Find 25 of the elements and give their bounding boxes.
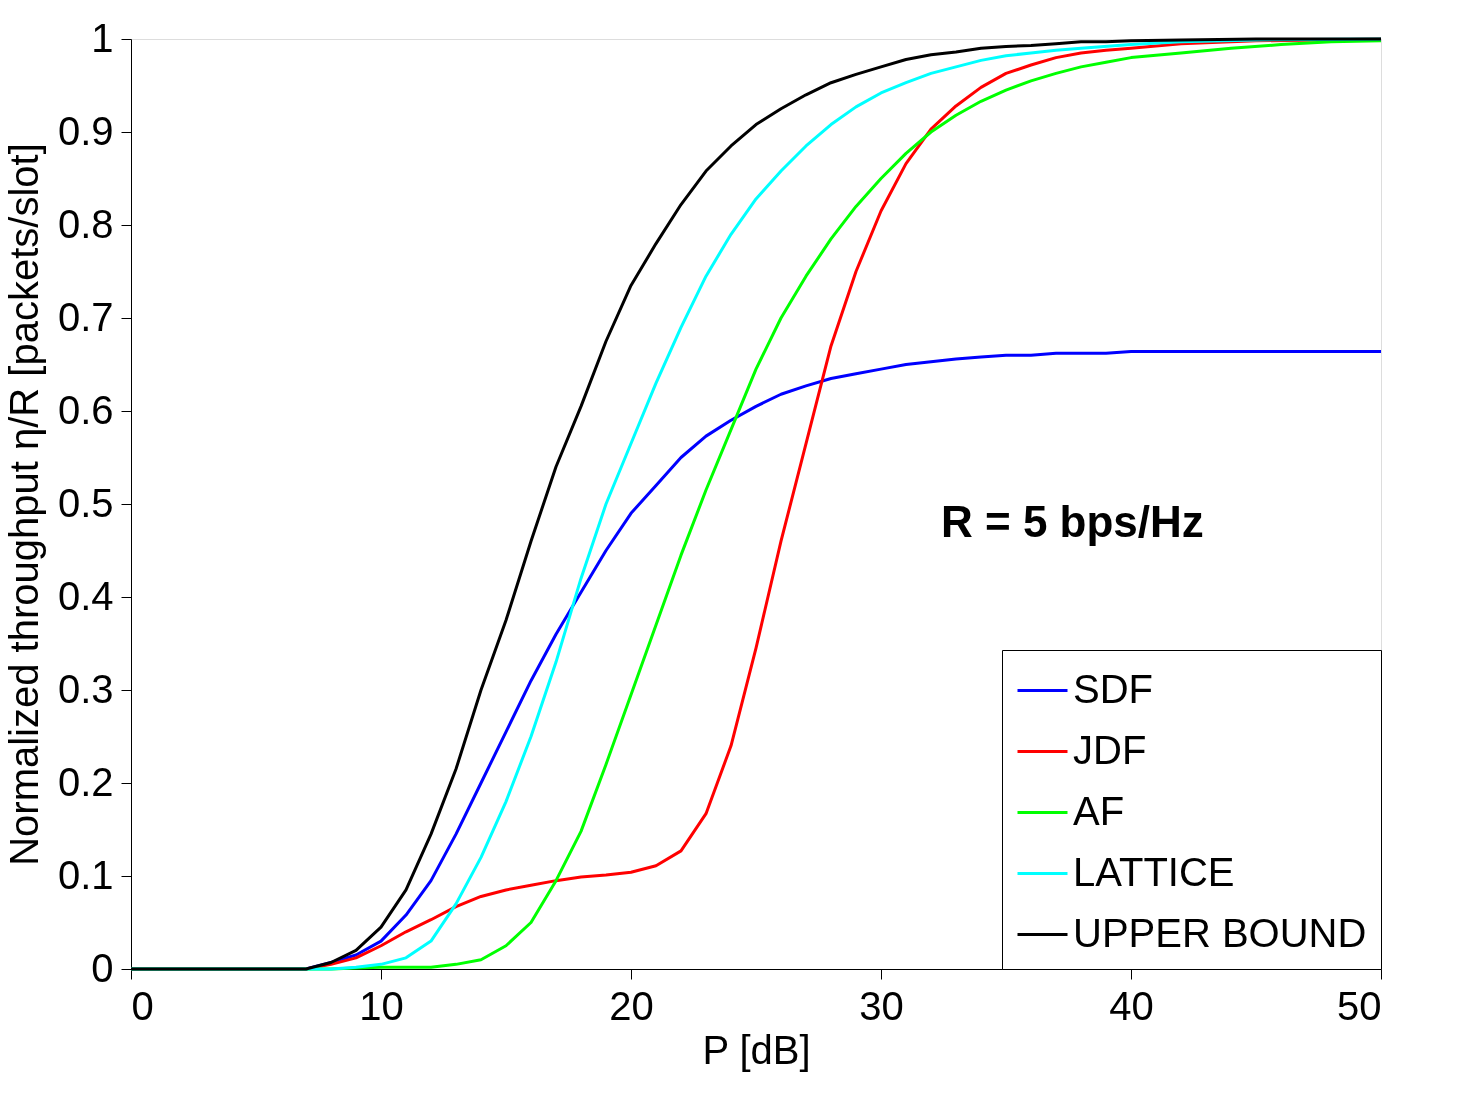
x-tick-label: 40 <box>1109 983 1154 1028</box>
y-tick-label: 0.8 <box>57 201 114 246</box>
legend-label: UPPER BOUND <box>1073 910 1367 955</box>
x-tick-label: 0 <box>131 983 154 1028</box>
y-axis-title: Normalized throughput η/R [packets/slot] <box>1 143 46 866</box>
legend-label: SDF <box>1073 666 1153 711</box>
y-tick-label: 0.2 <box>57 759 114 804</box>
x-tick-label: 10 <box>359 983 404 1028</box>
y-tick-label: 0.7 <box>57 294 114 339</box>
x-tick-label: 30 <box>859 983 904 1028</box>
y-tick-label: 0.6 <box>57 387 114 432</box>
y-tick-label: 0.5 <box>57 480 114 525</box>
y-tick-label: 0 <box>91 945 114 990</box>
legend-label: JDF <box>1073 727 1147 772</box>
y-tick-label: 0.1 <box>57 852 114 897</box>
legend-label: LATTICE <box>1073 849 1235 894</box>
annotation: R = 5 bps/Hz <box>941 497 1204 546</box>
x-axis-title: P [dB] <box>702 1027 811 1072</box>
y-tick-label: 0.4 <box>57 573 114 618</box>
y-tick-label: 1 <box>91 15 114 60</box>
y-tick-label: 0.3 <box>57 666 114 711</box>
x-tick-label: 50 <box>1337 983 1382 1028</box>
legend-label: AF <box>1073 788 1125 833</box>
x-tick-label: 20 <box>609 983 654 1028</box>
y-tick-label: 0.9 <box>57 108 114 153</box>
